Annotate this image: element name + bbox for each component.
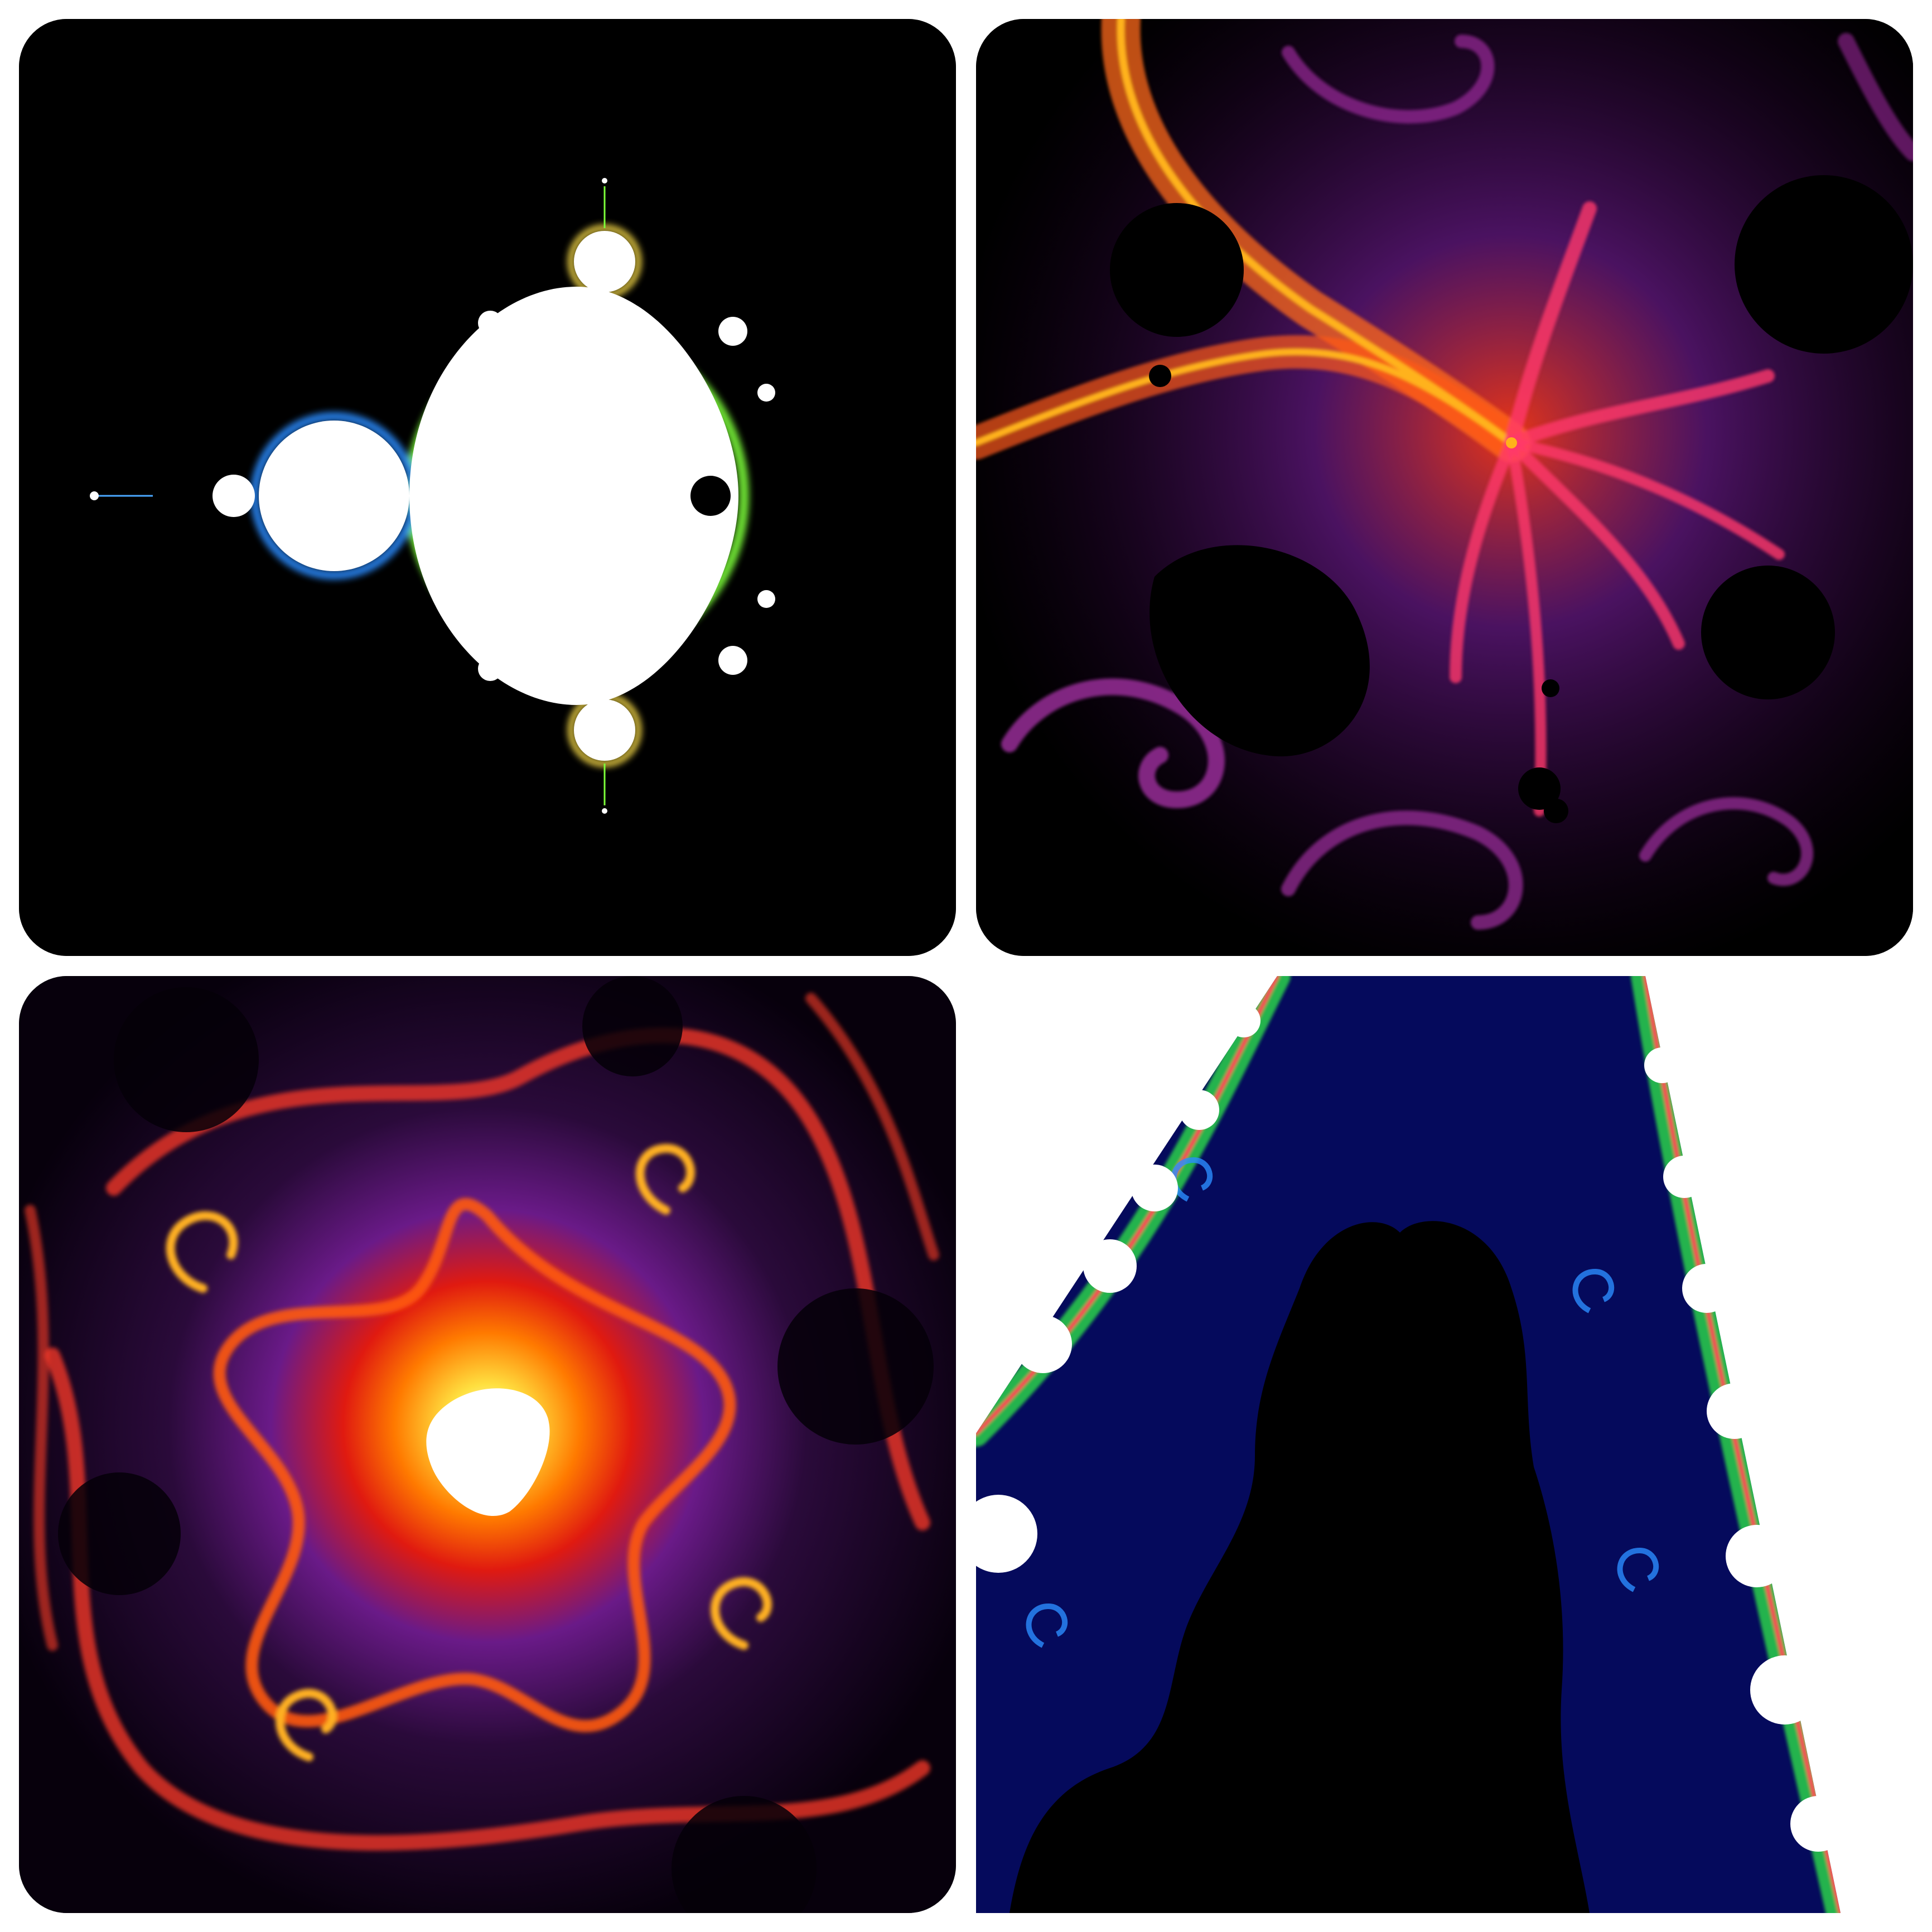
minibrot-image bbox=[19, 976, 956, 1913]
fractal-tile-overview bbox=[19, 19, 956, 956]
fractal-tile-seahorse-valley bbox=[976, 19, 1913, 956]
fractal-tile-minibrot bbox=[19, 976, 956, 1913]
fractal-tile-boundary bbox=[976, 976, 1913, 1913]
mandelbrot-overview-image bbox=[19, 19, 956, 956]
seahorse-valley-image bbox=[976, 19, 1913, 956]
boundary-edge-image bbox=[976, 976, 1913, 1913]
